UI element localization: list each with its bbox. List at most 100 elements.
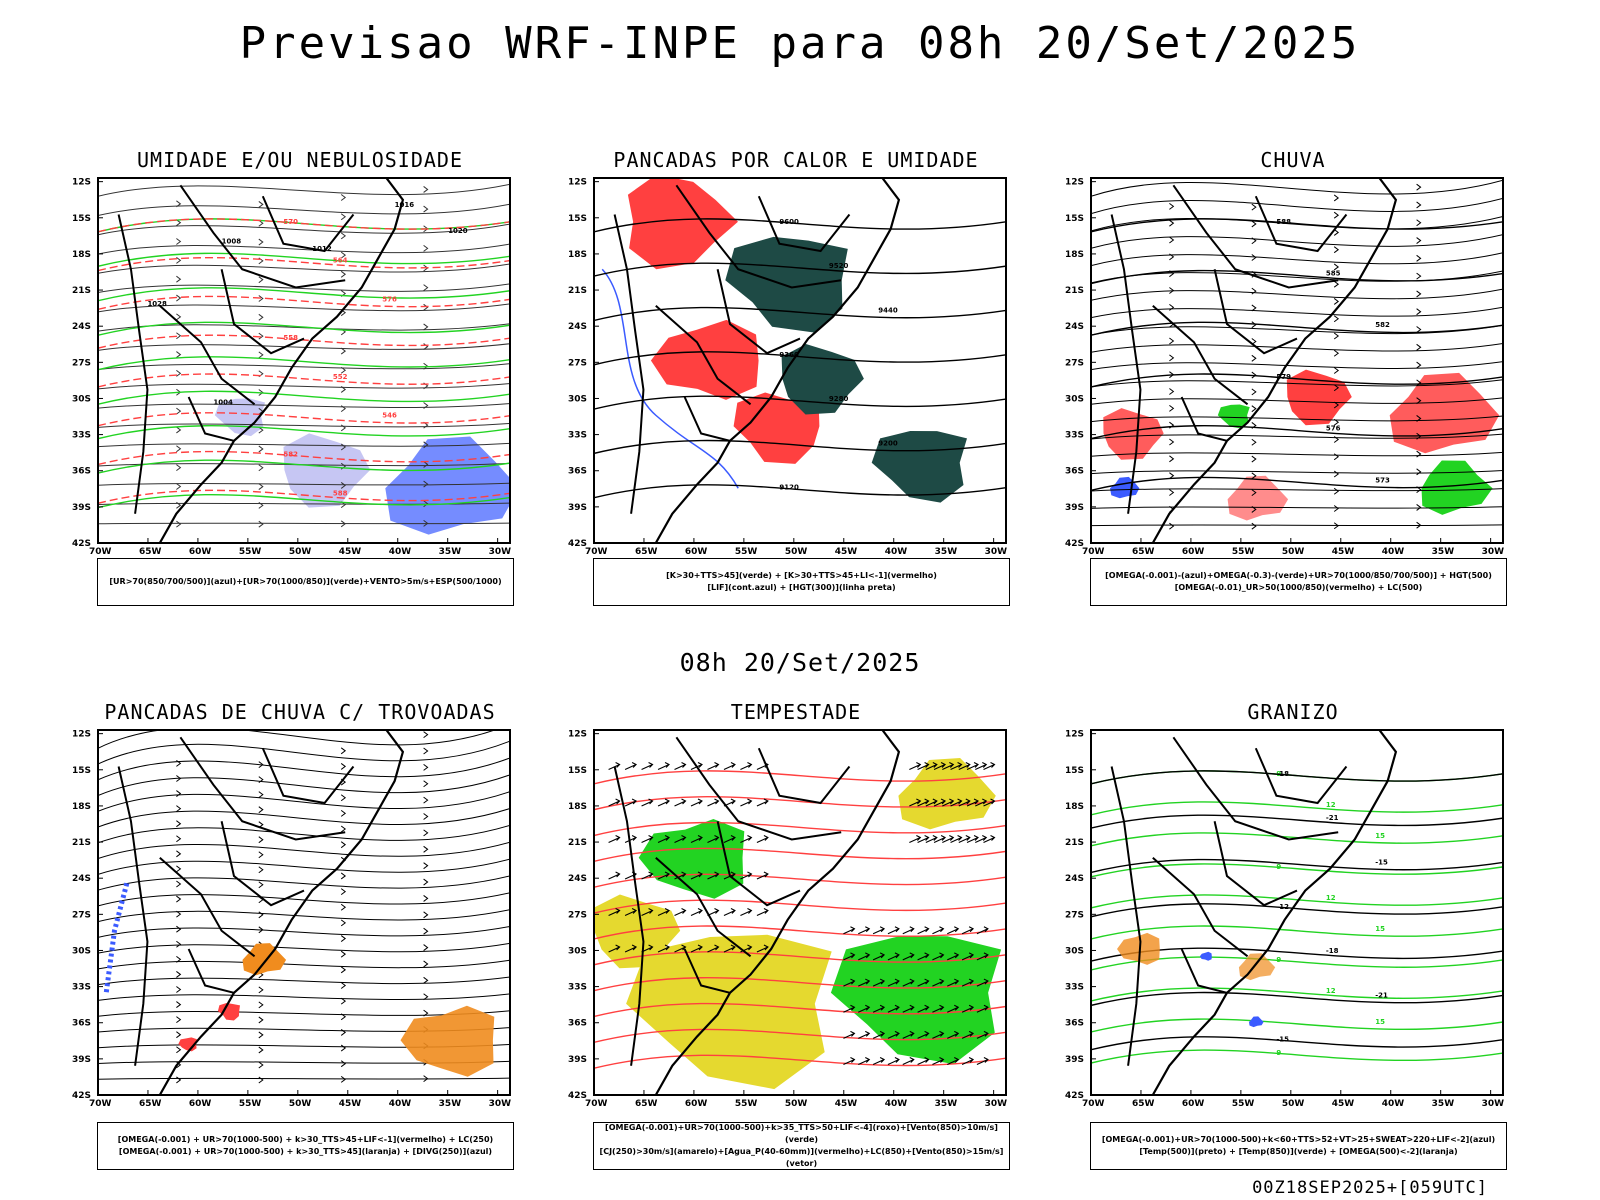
wind-vector <box>961 926 975 935</box>
streamline-arrow <box>176 483 182 490</box>
wind-vector <box>947 1004 960 1013</box>
lat-tick-label: 33S <box>568 431 587 441</box>
streamline-arrow <box>258 986 264 994</box>
streamline-arrow <box>340 966 347 974</box>
wind-vector <box>976 926 989 935</box>
contour-label: 9280 <box>829 395 849 403</box>
contour-label: -21 <box>1326 814 1339 822</box>
contour-line <box>594 873 1006 888</box>
contour-label: 12 <box>1326 801 1336 809</box>
wind-vector <box>657 944 670 953</box>
lat-tick-label: 12S <box>1065 730 1084 740</box>
streamline-arrow <box>340 1075 347 1083</box>
wind-vector <box>932 926 945 935</box>
map-content: 588 585 582 579 576 573 <box>1091 178 1503 543</box>
streamline-arrow <box>258 881 264 889</box>
map-content: 570 564 576 558 552 546 582 588 1008 1012 1016 1020… <box>98 178 510 543</box>
streamline-arrow <box>423 1009 429 1017</box>
lon-tick-label: 50W <box>1282 547 1305 557</box>
wind-vector <box>917 952 930 961</box>
lon-tick-label: 55W <box>1232 1099 1255 1109</box>
wind-vector <box>608 871 621 880</box>
lon-tick-label: 70W <box>1082 547 1105 557</box>
rain-area-red <box>1227 475 1289 521</box>
lon-tick-label: 55W <box>735 1099 758 1109</box>
streamline-arrow <box>1169 337 1175 345</box>
legend-line: [OMEGA(-0.001)+UR>70(1000-500)+k<60+TTS>… <box>1101 1135 1496 1144</box>
streamline-arrow <box>423 441 429 449</box>
wind-vector <box>843 1057 856 1066</box>
panel-title: PANCADAS POR CALOR E UMIDADE <box>613 148 979 172</box>
lat-tick-label: 42S <box>72 539 91 549</box>
contour-label: 576 <box>1326 425 1341 433</box>
omega-area-orange <box>1117 932 1160 965</box>
streamline-arrow <box>258 806 264 814</box>
wind-vector <box>872 1004 886 1013</box>
map-frame <box>593 177 1007 544</box>
streamline-arrow <box>340 841 347 849</box>
streamline <box>98 730 496 749</box>
contour-line <box>1091 903 1503 918</box>
wind-vector <box>843 952 856 961</box>
contour-label: 1020 <box>448 227 468 235</box>
convection-area-red <box>650 319 759 400</box>
streamline-arrow <box>1169 455 1175 463</box>
coastline <box>654 178 901 543</box>
wind-vector <box>932 1057 945 1066</box>
wind-vector <box>872 1057 886 1066</box>
wind-vector <box>902 926 915 935</box>
streamline <box>1091 524 1503 527</box>
streamline-arrow <box>176 219 182 227</box>
streamline-arrow <box>340 1060 347 1068</box>
contour-line <box>98 321 510 336</box>
streamline-arrow <box>423 927 429 935</box>
streamline-arrow <box>176 925 182 933</box>
wind-vector <box>950 762 963 771</box>
lon-tick-label: 45W <box>835 547 858 557</box>
streamline-arrow <box>176 313 182 321</box>
lat-tick-label: 18S <box>568 802 587 812</box>
streamline-arrow <box>1251 489 1257 497</box>
wind-vector <box>641 908 654 917</box>
map-content <box>594 730 1006 1095</box>
streamline-arrow <box>1251 371 1257 379</box>
wind-vector <box>858 1004 871 1013</box>
contour-line <box>1091 863 1503 878</box>
lat-tick-label: 42S <box>1065 539 1084 549</box>
wind-vector <box>966 798 979 807</box>
streamline-arrow <box>258 1076 264 1084</box>
streamline <box>98 363 510 371</box>
border-line <box>675 736 842 841</box>
wind-vector <box>958 762 971 771</box>
lon-tick-label: 45W <box>835 1099 858 1109</box>
wind-vector <box>961 1057 975 1066</box>
wind-vector <box>909 798 922 807</box>
wind-vector <box>942 798 955 807</box>
wind-vector <box>858 952 871 961</box>
border-line <box>1213 269 1298 355</box>
panel-tempestade: TEMPESTADE 12S 15S 18S 21S 24S 27S 30S 33S 36S 39… <box>556 700 1036 1180</box>
streamline-arrow <box>176 520 182 528</box>
streamline <box>98 1077 510 1080</box>
lat-tick-label: 42S <box>1065 1091 1084 1101</box>
wind-vector <box>917 798 930 807</box>
border-line <box>179 184 346 289</box>
wind-vector <box>608 944 621 953</box>
streamline-arrow <box>176 880 182 888</box>
streamline-arrow <box>258 332 264 340</box>
streamline-arrow <box>258 1016 264 1024</box>
coastline <box>654 730 901 1095</box>
wind-vector <box>740 798 753 807</box>
lat-tick-label: 12S <box>568 730 587 740</box>
streamline-arrow <box>176 351 182 358</box>
panel-title: TEMPESTADE <box>730 700 862 724</box>
contour-line <box>1091 373 1503 388</box>
streamline-arrow <box>340 1013 347 1021</box>
lon-tick-label: 30W <box>489 547 512 557</box>
wind-vector <box>902 952 915 961</box>
lat-tick-label: 27S <box>568 358 587 368</box>
lat-tick-label: 18S <box>72 250 91 260</box>
contour-label: -18 <box>1276 770 1289 778</box>
wind-vector <box>917 926 930 935</box>
